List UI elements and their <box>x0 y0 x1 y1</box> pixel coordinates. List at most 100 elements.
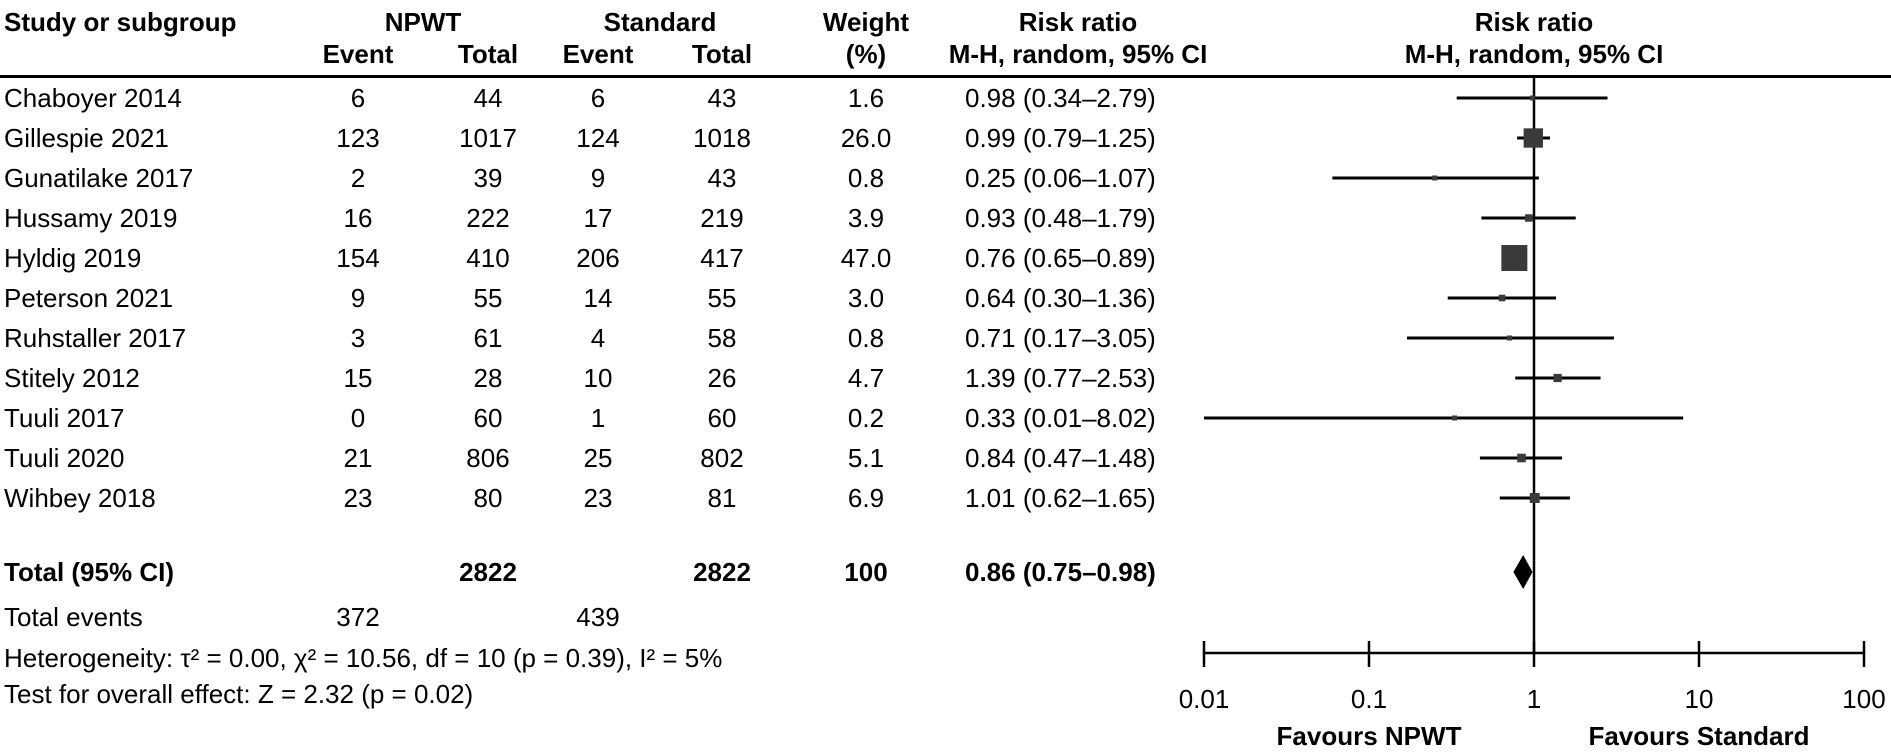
study-label: Gunatilake 2017 <box>4 163 194 193</box>
npwt-event-value: 23 <box>343 483 373 513</box>
col-header-weight: Weight <box>822 7 910 37</box>
axis-tick-label: 0.1 <box>1350 684 1388 714</box>
standard-event-value: 17 <box>583 203 613 233</box>
npwt-total-value: 1017 <box>459 123 517 153</box>
risk-ratio-value: 0.25 (0.06–1.07) <box>965 163 1156 193</box>
total-events-npwt: 372 <box>336 602 380 632</box>
study-label: Tuuli 2020 <box>4 443 125 473</box>
standard-total-value: 26 <box>707 363 737 393</box>
npwt-event-value: 2 <box>350 163 366 193</box>
table-row: Peterson 2021 9 55 14 55 3.0 0.64 (0.30–… <box>0 278 1160 318</box>
axis-tick-label: 0.01 <box>1178 684 1230 714</box>
risk-ratio-value: 0.76 (0.65–0.89) <box>965 243 1156 273</box>
study-label: Ruhstaller 2017 <box>4 323 187 353</box>
table-row: Gunatilake 2017 2 39 9 43 0.8 0.25 (0.06… <box>0 158 1160 198</box>
col-header-mh-text: M-H, random, 95% CI <box>948 39 1208 69</box>
col-header-risk-ratio-text: Risk ratio <box>1018 7 1138 37</box>
standard-event-value: 25 <box>583 443 613 473</box>
npwt-total-value: 44 <box>473 83 503 113</box>
npwt-total-value: 806 <box>466 443 510 473</box>
risk-ratio-value: 1.01 (0.62–1.65) <box>965 483 1156 513</box>
table-row: Chaboyer 2014 6 44 6 43 1.6 0.98 (0.34–2… <box>0 78 1160 118</box>
standard-total-value: 802 <box>700 443 744 473</box>
npwt-total-value: 55 <box>473 283 503 313</box>
risk-ratio-value: 0.93 (0.48–1.79) <box>965 203 1156 233</box>
weight-value: 1.6 <box>847 83 885 113</box>
standard-event-value: 206 <box>576 243 620 273</box>
risk-ratio-value: 0.33 (0.01–8.02) <box>965 403 1156 433</box>
npwt-total-value: 410 <box>466 243 510 273</box>
standard-event-value: 23 <box>583 483 613 513</box>
weight-value: 6.9 <box>847 483 885 513</box>
standard-event-value: 6 <box>590 83 606 113</box>
study-label: Peterson 2021 <box>4 283 174 313</box>
total-risk-ratio: 0.86 (0.75–0.98) <box>965 557 1156 587</box>
standard-total-value: 43 <box>707 163 737 193</box>
standard-event-value: 10 <box>583 363 613 393</box>
col-header-total-standard: Total <box>691 39 753 69</box>
standard-event-value: 9 <box>590 163 606 193</box>
weight-value: 3.9 <box>847 203 885 233</box>
standard-total-value: 417 <box>700 243 744 273</box>
study-label: Hyldig 2019 <box>4 243 142 273</box>
header-separator-line <box>0 75 1891 78</box>
weight-value: 0.8 <box>847 163 885 193</box>
heterogeneity-row: Heterogeneity: τ² = 0.00, χ² = 10.56, df… <box>0 638 1160 678</box>
standard-total-value: 81 <box>707 483 737 513</box>
standard-grand-total: 2822 <box>693 557 751 587</box>
npwt-total-value: 61 <box>473 323 503 353</box>
table-row: Hussamy 2019 16 222 17 219 3.9 0.93 (0.4… <box>0 198 1160 238</box>
weight-value: 0.8 <box>847 323 885 353</box>
npwt-event-value: 6 <box>350 83 366 113</box>
npwt-event-value: 154 <box>336 243 380 273</box>
npwt-total-value: 80 <box>473 483 503 513</box>
col-header-mh-plot: M-H, random, 95% CI <box>1404 39 1664 69</box>
total-weight: 100 <box>844 557 888 587</box>
study-label: Tuuli 2017 <box>4 403 125 433</box>
npwt-event-value: 15 <box>343 363 373 393</box>
npwt-total-value: 60 <box>473 403 503 433</box>
overall-effect-row: Test for overall effect: Z = 2.32 (p = 0… <box>0 674 1160 714</box>
weight-value: 3.0 <box>847 283 885 313</box>
standard-event-value: 1 <box>590 403 606 433</box>
standard-total-value: 60 <box>707 403 737 433</box>
total-label: Total (95% CI) <box>4 557 174 587</box>
col-header-study: Study or subgroup <box>4 7 237 37</box>
standard-total-value: 1018 <box>693 123 751 153</box>
heterogeneity-text: Heterogeneity: τ² = 0.00, χ² = 10.56, df… <box>4 643 723 673</box>
npwt-event-value: 21 <box>343 443 373 473</box>
study-label: Chaboyer 2014 <box>4 83 182 113</box>
table-row: Ruhstaller 2017 3 61 4 58 0.8 0.71 (0.17… <box>0 318 1160 358</box>
col-header-total-npwt: Total <box>457 39 519 69</box>
npwt-event-value: 16 <box>343 203 373 233</box>
standard-event-value: 4 <box>590 323 606 353</box>
total-events-standard: 439 <box>576 602 620 632</box>
col-header-event-npwt: Event <box>322 39 394 69</box>
overall-effect-text: Test for overall effect: Z = 2.32 (p = 0… <box>4 679 474 709</box>
col-header-npwt: NPWT <box>384 7 462 37</box>
standard-total-value: 58 <box>707 323 737 353</box>
favours-left-label: Favours NPWT <box>1276 721 1462 751</box>
risk-ratio-value: 0.84 (0.47–1.48) <box>965 443 1156 473</box>
risk-ratio-value: 0.71 (0.17–3.05) <box>965 323 1156 353</box>
standard-event-value: 14 <box>583 283 613 313</box>
risk-ratio-value: 0.64 (0.30–1.36) <box>965 283 1156 313</box>
risk-ratio-value: 1.39 (0.77–2.53) <box>965 363 1156 393</box>
npwt-total-value: 222 <box>466 203 510 233</box>
standard-total-value: 219 <box>700 203 744 233</box>
weight-value: 5.1 <box>847 443 885 473</box>
npwt-event-value: 3 <box>350 323 366 353</box>
npwt-total-value: 28 <box>473 363 503 393</box>
axis-tick-label: 1 <box>1526 684 1542 714</box>
npwt-grand-total: 2822 <box>459 557 517 587</box>
table-row: Hyldig 2019 154 410 206 417 47.0 0.76 (0… <box>0 238 1160 278</box>
npwt-event-value: 123 <box>336 123 380 153</box>
total-events-label: Total events <box>4 602 143 632</box>
col-header-risk-ratio-plot: Risk ratio <box>1474 7 1594 37</box>
table-row: Stitely 2012 15 28 10 26 4.7 1.39 (0.77–… <box>0 358 1160 398</box>
weight-value: 26.0 <box>840 123 892 153</box>
total-events-row: Total events 372 439 <box>0 597 1160 637</box>
study-label: Hussamy 2019 <box>4 203 178 233</box>
standard-total-value: 55 <box>707 283 737 313</box>
